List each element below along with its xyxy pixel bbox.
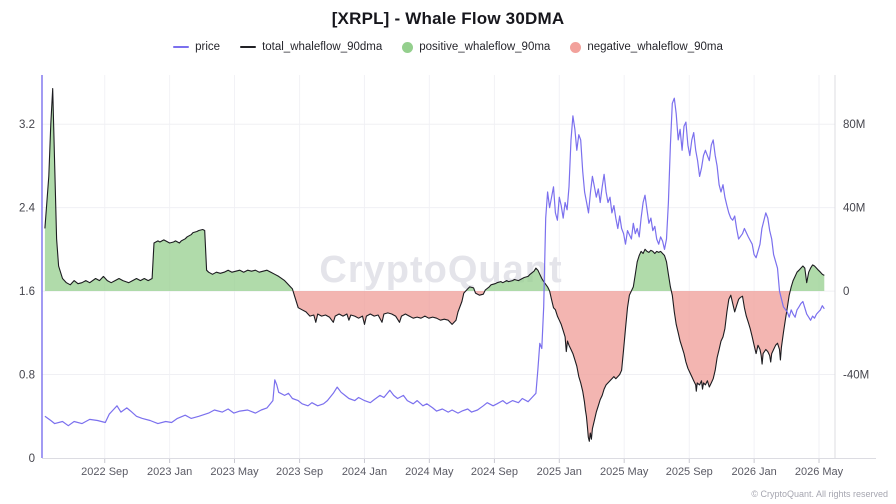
left-axis-label: 0 bbox=[29, 453, 35, 465]
legend-label-negative-whaleflow: negative_whaleflow_90ma bbox=[587, 41, 723, 53]
x-tick-label: 2026 Jan bbox=[732, 466, 777, 478]
x-tick-label: 2022 Sep bbox=[81, 466, 128, 478]
x-tick-label: 2024 Jan bbox=[342, 466, 387, 478]
right-axis-label: 0 bbox=[843, 286, 849, 298]
legend-item-price[interactable]: price bbox=[173, 41, 220, 53]
negative-whaleflow-dot-swatch-icon bbox=[570, 41, 582, 53]
x-tick-label: 2025 Sep bbox=[666, 466, 713, 478]
legend-item-negative-whaleflow[interactable]: negative_whaleflow_90ma bbox=[570, 41, 723, 53]
total-whaleflow-line-swatch-icon bbox=[240, 46, 257, 48]
x-tick-label: 2026 May bbox=[795, 466, 844, 478]
negative-whaleflow-area bbox=[293, 291, 791, 442]
right-axis-label: 80M bbox=[843, 119, 865, 131]
legend-label-positive-whaleflow: positive_whaleflow_90ma bbox=[419, 41, 551, 53]
left-axis-label: 0.8 bbox=[19, 370, 35, 382]
legend-item-total-whaleflow[interactable]: total_whaleflow_90dma bbox=[240, 41, 382, 53]
x-tick-label: 2025 May bbox=[600, 466, 649, 478]
left-axis-label: 2.4 bbox=[19, 203, 36, 215]
chart-title: [XRPL] - Whale Flow 30DMA bbox=[331, 9, 565, 28]
legend-item-positive-whaleflow[interactable]: positive_whaleflow_90ma bbox=[402, 41, 550, 53]
left-axis-label: 1.6 bbox=[19, 286, 35, 298]
x-tick-label: 2023 May bbox=[210, 466, 259, 478]
legend-label-price: price bbox=[195, 41, 221, 53]
whaleflow-line-path bbox=[44, 88, 825, 442]
x-tick-label: 2024 May bbox=[405, 466, 454, 478]
price-line-path bbox=[44, 97, 825, 427]
x-tick-label: 2023 Sep bbox=[276, 466, 323, 478]
x-tick-label: 2024 Sep bbox=[471, 466, 518, 478]
left-axis-label: 3.2 bbox=[19, 119, 35, 131]
copyright-notice: © CryptoQuant. All rights reserved bbox=[751, 489, 888, 499]
price-line-swatch-icon bbox=[173, 46, 190, 48]
chart-legend: price total_whaleflow_90dma positive_wha… bbox=[0, 41, 896, 53]
x-tick-label: 2023 Jan bbox=[147, 466, 192, 478]
positive-whaleflow-dot-swatch-icon bbox=[402, 41, 414, 53]
right-axis-label: -40M bbox=[843, 370, 869, 382]
legend-label-total-whaleflow: total_whaleflow_90dma bbox=[262, 41, 383, 53]
right-axis-label: 40M bbox=[843, 203, 865, 215]
x-tick-label: 2025 Jan bbox=[537, 466, 582, 478]
